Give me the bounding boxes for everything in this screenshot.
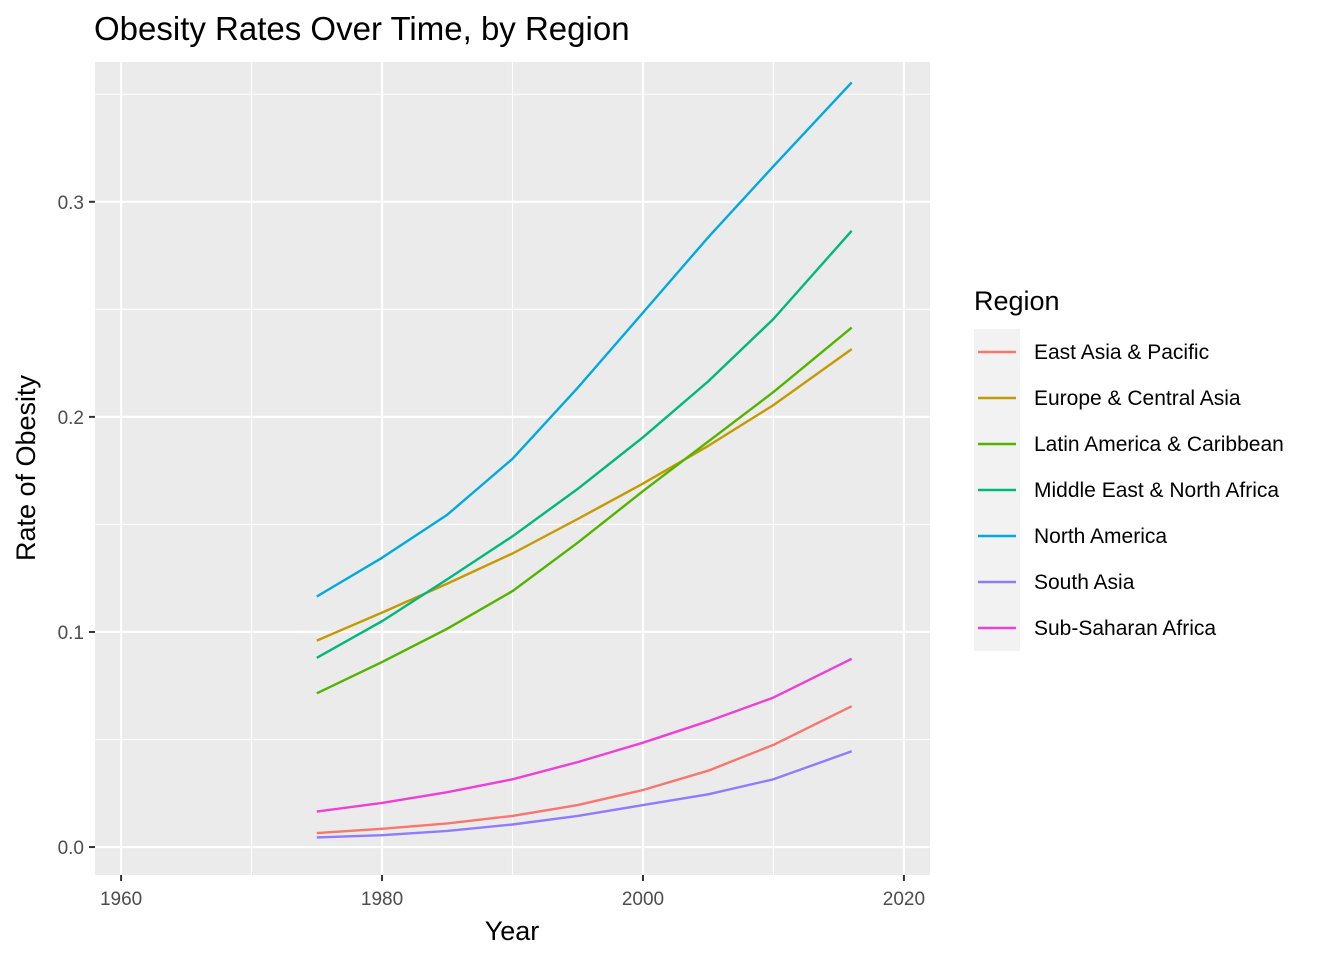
legend-title: Region bbox=[974, 286, 1060, 316]
series-line bbox=[316, 81, 853, 598]
series-line bbox=[316, 705, 853, 835]
y-axis-title: Rate of Obesity bbox=[11, 374, 41, 561]
y-tick-label: 0.1 bbox=[58, 623, 84, 644]
axes: 1960 1980 2000 2020 0.0 0.1 0.2 0.3 bbox=[58, 193, 925, 910]
series-line bbox=[316, 326, 853, 695]
legend-label: Latin America & Caribbean bbox=[1034, 433, 1284, 456]
x-tick-label: 2020 bbox=[883, 889, 925, 910]
legend: Region East Asia & Pacific Europe & Centr… bbox=[974, 286, 1284, 651]
series-line bbox=[316, 348, 853, 642]
x-tick-label: 1960 bbox=[100, 889, 142, 910]
y-tick-label: 0.3 bbox=[58, 193, 84, 214]
series-line bbox=[316, 657, 853, 813]
legend-label: Middle East & North Africa bbox=[1034, 479, 1279, 502]
chart-title: Obesity Rates Over Time, by Region bbox=[94, 10, 630, 47]
legend-label: East Asia & Pacific bbox=[1034, 341, 1209, 364]
series-line bbox=[316, 230, 853, 659]
legend-label: Sub-Saharan Africa bbox=[1034, 617, 1216, 640]
y-tick-label: 0.2 bbox=[58, 408, 84, 429]
gridlines bbox=[95, 62, 930, 875]
series-lines bbox=[316, 81, 853, 839]
legend-label: Europe & Central Asia bbox=[1034, 387, 1241, 410]
x-tick-label: 2000 bbox=[622, 889, 664, 910]
x-tick-label: 1980 bbox=[361, 889, 403, 910]
legend-label: North America bbox=[1034, 525, 1167, 548]
x-axis-title: Year bbox=[485, 916, 540, 946]
series-line bbox=[316, 750, 853, 839]
y-tick-label: 0.0 bbox=[58, 838, 84, 859]
legend-label: South Asia bbox=[1034, 571, 1135, 594]
